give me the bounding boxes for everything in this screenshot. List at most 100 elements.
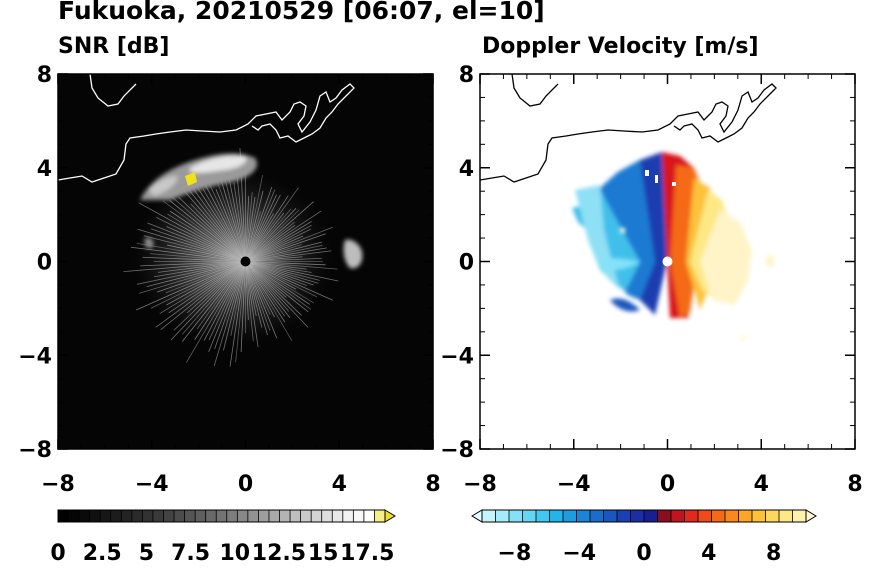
snr-ray (194, 261, 246, 340)
colorbar-tick-label: 2.5 (83, 541, 122, 566)
y-tick-label: 8 (37, 63, 52, 88)
colorbar-cell (698, 510, 712, 522)
snr-ray (245, 196, 250, 262)
colorbar-cell (184, 510, 196, 522)
snr-ray (142, 256, 246, 262)
snr-ray (138, 202, 246, 262)
x-tick-label: 4 (754, 472, 769, 497)
snr-ray (130, 246, 246, 262)
snr-ray (245, 261, 249, 320)
snr-ray (236, 175, 246, 262)
snr-ray (245, 235, 304, 262)
colorbar-cell (89, 510, 101, 522)
velocity-gap (672, 182, 676, 186)
colorbar-cell (603, 510, 618, 522)
snr-ray (123, 261, 246, 273)
colorbar-cell (300, 510, 312, 522)
snr-ray (245, 213, 274, 262)
snr-ray (245, 261, 271, 316)
snr-ray (150, 228, 246, 262)
colorbar-cell (792, 510, 807, 522)
snr-ray (214, 173, 246, 262)
colorbar-tick-label: 7.5 (171, 541, 210, 566)
snr-ray (146, 261, 246, 287)
snr-ray (245, 261, 293, 341)
colorbar-cell (311, 510, 323, 522)
snr-ray (203, 261, 246, 341)
colorbar-cell (711, 510, 726, 522)
snr-ray (245, 209, 300, 262)
snr-ray (245, 224, 296, 262)
snr-ray (245, 224, 312, 262)
snr-ray (157, 261, 246, 273)
snr-ray (245, 257, 322, 262)
colorbar-tick-label: 0 (50, 541, 65, 566)
snr-ray (186, 261, 246, 314)
snr-ray (245, 247, 327, 262)
colorbar-extend-low (471, 509, 483, 523)
snr-ray (156, 216, 246, 262)
snr-ray (169, 210, 246, 262)
snr-ray (140, 261, 246, 267)
snr-ray (245, 261, 257, 316)
colorbar-cell (353, 510, 365, 522)
colorbar-cell (205, 510, 217, 522)
snr-ray (245, 261, 312, 310)
x-tick-label: 0 (238, 472, 253, 497)
snr-ray (245, 261, 286, 317)
figure-title: Fukuoka, 20210529 [06:07, el=10] (58, 0, 545, 25)
colorbar-cell (590, 510, 604, 522)
snr-ray (229, 261, 246, 367)
snr-ray (143, 235, 246, 262)
snr-ray (245, 261, 291, 319)
snr-ray (245, 186, 273, 262)
snr-ray (245, 211, 261, 262)
colorbar-tick-label: −4 (562, 541, 596, 566)
colorbar-cell (363, 510, 375, 522)
snr-ray (245, 261, 297, 290)
x-tick-label: −4 (557, 472, 591, 497)
snr-ray (245, 197, 256, 262)
colorbar-cell (563, 510, 577, 522)
colorbar-cell (258, 510, 270, 522)
colorbar-tick-label: 8 (766, 541, 781, 566)
colorbar-cell (79, 510, 91, 522)
x-tick-label: 8 (425, 472, 440, 497)
snr-ray (168, 261, 246, 314)
snr-ray (166, 261, 246, 306)
colorbar-cell (279, 510, 291, 522)
colorbar-cell (671, 510, 685, 522)
colorbar-cell (247, 510, 259, 522)
velocity-speckles (600, 228, 774, 340)
snr-ray (245, 221, 295, 262)
snr-ray (245, 194, 281, 262)
y-tick-label: −4 (440, 344, 474, 369)
colorbar-cell (752, 510, 766, 522)
colorbar-cell (268, 510, 281, 522)
snr-ray (181, 180, 246, 262)
y-tick-label: 8 (459, 63, 474, 88)
colorbar-cell (58, 510, 70, 522)
colorbar-cell (290, 510, 302, 522)
snr-ray (155, 261, 246, 328)
snr-ray (173, 261, 246, 331)
y-tick-label: −8 (440, 438, 474, 463)
y-tick-label: −4 (18, 344, 52, 369)
colorbar-cell (226, 510, 238, 522)
snr-ray (135, 261, 246, 311)
snr-ray (178, 196, 246, 262)
snr-ray (202, 188, 246, 262)
snr-ray (245, 261, 310, 305)
snr-ray (245, 261, 334, 301)
snr-ticks: −8 −4 0 4 8 8 4 0 −4 −8 (18, 63, 440, 497)
snr-coastline (58, 74, 355, 183)
snr-ray (245, 192, 253, 262)
snr-ray (170, 261, 246, 341)
snr-ray (245, 261, 263, 328)
velocity-gap (655, 175, 658, 183)
colorbar-cell (142, 510, 154, 522)
snr-ray (149, 253, 246, 262)
snr-peak-echo (185, 172, 197, 186)
snr-ray (245, 261, 259, 348)
colorbar-extend-high (384, 509, 396, 523)
